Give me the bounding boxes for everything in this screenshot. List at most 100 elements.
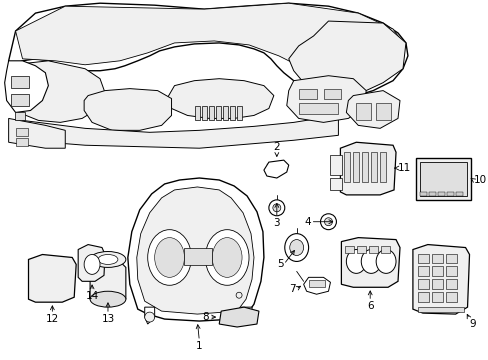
Text: 10: 10 [472, 175, 486, 185]
Text: 5: 5 [277, 260, 283, 269]
Text: 9: 9 [468, 319, 475, 329]
Bar [446, 192, 453, 196]
Ellipse shape [268, 200, 284, 216]
Bar [330, 155, 342, 175]
Polygon shape [144, 307, 154, 324]
Polygon shape [303, 277, 330, 294]
Bar [345, 246, 354, 252]
Bar [357, 246, 366, 252]
Bar [298, 103, 338, 114]
Bar [455, 192, 462, 196]
Bar [437, 192, 444, 196]
Polygon shape [22, 116, 338, 148]
Ellipse shape [289, 240, 303, 256]
Bar [216, 105, 221, 120]
Polygon shape [78, 244, 105, 281]
Ellipse shape [272, 204, 280, 212]
Bar [298, 89, 316, 99]
Ellipse shape [205, 230, 248, 285]
Text: 11: 11 [397, 163, 410, 173]
Polygon shape [127, 178, 264, 321]
Ellipse shape [284, 234, 308, 261]
Polygon shape [16, 3, 402, 81]
Bar [16, 138, 27, 146]
Text: 12: 12 [45, 314, 59, 324]
Ellipse shape [90, 252, 125, 267]
Ellipse shape [98, 255, 118, 265]
Bar [195, 105, 200, 120]
Bar [431, 279, 442, 289]
Bar [375, 103, 390, 120]
Bar [323, 89, 341, 99]
Bar [428, 192, 435, 196]
Polygon shape [288, 21, 405, 99]
Bar [417, 279, 428, 289]
Bar [445, 253, 456, 264]
Bar [209, 105, 214, 120]
Text: 4: 4 [304, 217, 310, 227]
Polygon shape [5, 61, 48, 112]
Bar [362, 152, 367, 182]
Bar [330, 178, 342, 190]
Ellipse shape [90, 291, 125, 307]
Bar [417, 266, 428, 276]
Bar [431, 266, 442, 276]
Polygon shape [219, 307, 259, 327]
Polygon shape [346, 91, 399, 129]
Ellipse shape [212, 238, 242, 277]
Ellipse shape [154, 238, 184, 277]
Text: 13: 13 [101, 314, 114, 324]
Ellipse shape [346, 249, 366, 273]
Polygon shape [9, 118, 65, 148]
Ellipse shape [324, 218, 332, 226]
Bar [379, 152, 386, 182]
Ellipse shape [144, 312, 154, 322]
Bar [353, 152, 359, 182]
Polygon shape [340, 142, 395, 195]
Bar [15, 112, 24, 120]
Bar [184, 248, 212, 265]
Bar [202, 105, 207, 120]
Polygon shape [137, 187, 253, 314]
Text: 2: 2 [273, 142, 280, 152]
Bar [417, 307, 463, 312]
Ellipse shape [320, 214, 336, 230]
Ellipse shape [147, 230, 191, 285]
Bar [445, 279, 456, 289]
Bar [417, 292, 428, 302]
Text: 14: 14 [85, 291, 99, 301]
Ellipse shape [242, 312, 251, 322]
Polygon shape [264, 160, 288, 178]
Bar [368, 246, 377, 252]
Bar [11, 94, 28, 105]
Bar [16, 129, 27, 136]
Ellipse shape [375, 249, 395, 273]
Polygon shape [9, 3, 407, 99]
Bar [308, 280, 324, 287]
Text: 6: 6 [366, 301, 373, 311]
Polygon shape [412, 244, 468, 314]
Polygon shape [341, 238, 399, 287]
Text: 8: 8 [202, 312, 209, 322]
Bar [445, 266, 456, 276]
Polygon shape [28, 255, 76, 302]
Bar [445, 292, 456, 302]
Bar [417, 253, 428, 264]
Bar [415, 158, 469, 200]
Text: 3: 3 [273, 218, 280, 228]
Bar [419, 192, 426, 196]
Bar [431, 253, 442, 264]
Bar [344, 152, 349, 182]
Bar [370, 152, 376, 182]
Bar [237, 105, 242, 120]
Bar [223, 105, 228, 120]
Ellipse shape [361, 249, 380, 273]
Polygon shape [241, 307, 251, 324]
Bar [356, 103, 370, 120]
Bar [431, 292, 442, 302]
Bar [419, 162, 466, 196]
Bar [230, 105, 235, 120]
Polygon shape [90, 260, 125, 299]
Bar [380, 246, 389, 252]
Text: 1: 1 [196, 341, 202, 351]
